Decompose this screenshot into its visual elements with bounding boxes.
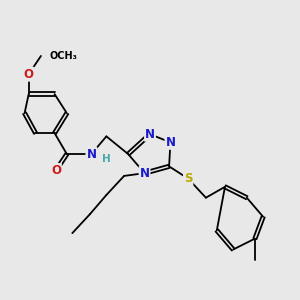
Text: N: N — [140, 167, 149, 180]
Text: N: N — [145, 128, 155, 141]
Text: O: O — [24, 68, 34, 81]
Text: O: O — [51, 164, 61, 177]
Text: OCH₃: OCH₃ — [49, 51, 77, 61]
Text: H: H — [102, 154, 111, 164]
Text: N: N — [86, 148, 96, 160]
Text: S: S — [184, 172, 192, 185]
Text: N: N — [165, 136, 176, 149]
